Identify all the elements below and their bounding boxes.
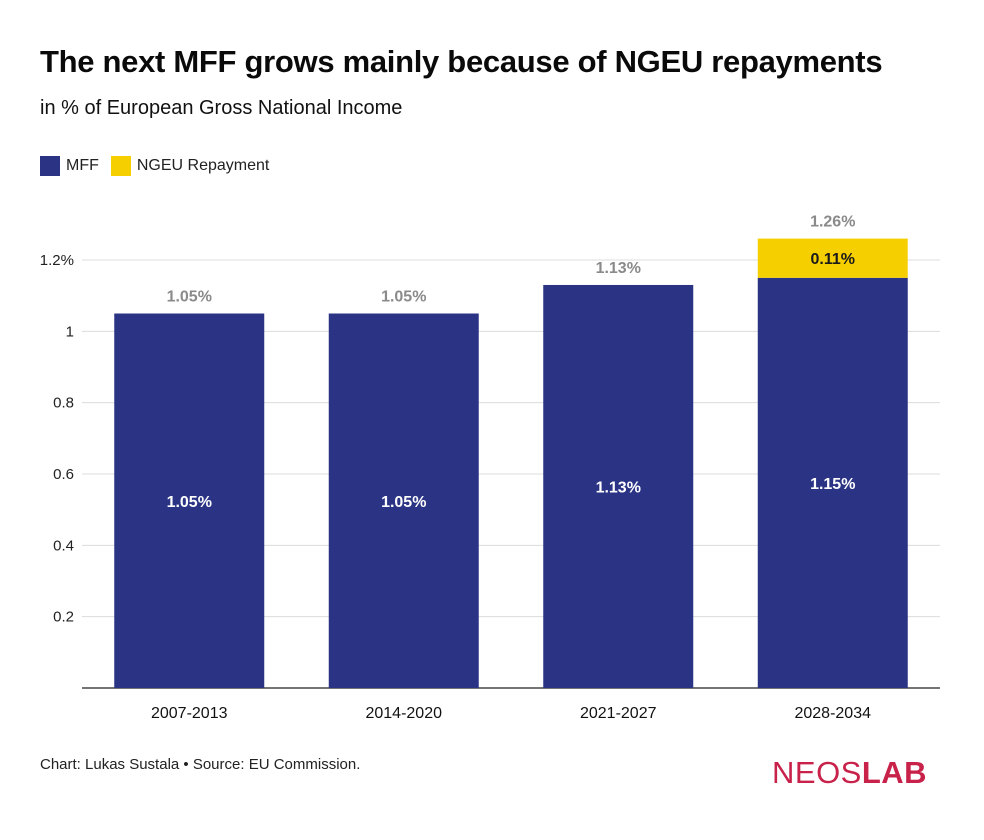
chart-subtitle: in % of European Gross National Income [40, 97, 403, 119]
legend-item-mff: MFF [40, 156, 99, 176]
bar-ngeu [757, 238, 908, 278]
bar-total-label: 1.05% [381, 289, 426, 306]
x-tick-label: 2007-2013 [151, 705, 228, 722]
x-tick-label: 2014-2020 [365, 705, 442, 722]
bar-mff [328, 313, 479, 688]
chart-title: The next MFF grows mainly because of NGE… [40, 44, 883, 79]
bar-value-label: 0.11% [811, 251, 855, 268]
bar-mff [543, 284, 694, 688]
legend-label-mff: MFF [66, 157, 99, 174]
y-tick-label: 0.6 [53, 466, 74, 483]
bar-value-label: 1.13% [596, 479, 641, 496]
y-tick-label: 0.8 [53, 395, 74, 412]
bar-total-label: 1.13% [596, 260, 641, 277]
x-tick-label: 2028-2034 [794, 705, 871, 722]
bar-mff [757, 277, 908, 688]
bar-value-label: 1.05% [167, 494, 212, 511]
y-tick-label: 0.4 [53, 537, 74, 554]
y-tick-label: 0.2 [53, 609, 74, 626]
bar-value-label: 1.05% [381, 494, 426, 511]
legend-swatch-ngeu [110, 156, 131, 176]
legend-item-ngeu: NGEU Repayment [110, 156, 270, 176]
x-tick-label: 2021-2027 [580, 705, 657, 722]
bar-total-label: 1.05% [167, 289, 212, 306]
neoslab-logo: NEOSLAB [772, 755, 928, 790]
legend-label-ngeu: NGEU Repayment [136, 157, 270, 174]
bar-mff [114, 313, 265, 688]
bar-value-label: 1.15% [810, 476, 855, 493]
legend-swatch-mff [40, 156, 60, 176]
bar-total-label: 1.26% [810, 214, 855, 231]
y-tick-label: 1 [66, 323, 74, 340]
source-credit: Chart: Lukas Sustala • Source: EU Commis… [40, 756, 361, 773]
legend: MFF NGEU Repayment [40, 156, 281, 176]
y-tick-label: 1.2% [40, 252, 74, 269]
